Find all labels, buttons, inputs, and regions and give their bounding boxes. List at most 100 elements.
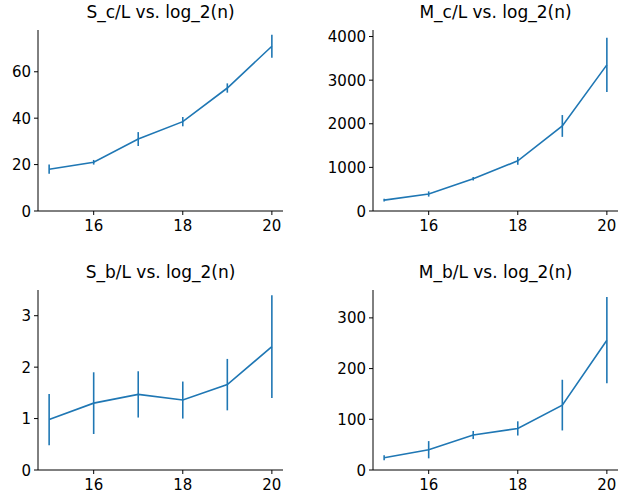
chart-title: M_b/L vs. log_2(n) — [419, 262, 573, 283]
y-tick-label: 0 — [356, 203, 366, 221]
y-tick — [34, 71, 38, 72]
error-bar — [428, 441, 430, 458]
y-tick — [34, 164, 38, 165]
y-tick — [34, 367, 38, 368]
figure: S_c/L vs. log_2(n)0204060161820M_c/L vs.… — [0, 0, 640, 490]
y-tick-label: 0 — [356, 462, 366, 480]
y-tick-label: 40 — [12, 110, 31, 128]
error-bar — [472, 431, 474, 439]
y-tick-label: 0 — [21, 462, 31, 480]
y-tick — [369, 317, 373, 318]
error-bar — [383, 199, 385, 202]
x-axis — [373, 211, 618, 212]
y-axis — [38, 290, 39, 470]
chart-title: M_c/L vs. log_2(n) — [419, 2, 571, 23]
y-tick — [34, 211, 38, 212]
plot-area — [384, 38, 607, 202]
x-tick — [271, 211, 272, 215]
y-tick-label: 1000 — [328, 159, 366, 177]
y-axis — [373, 290, 374, 470]
chart: M_c/L vs. log_2(n)0100020003000400016182… — [328, 2, 618, 235]
data-line — [49, 46, 272, 169]
x-tick — [271, 470, 272, 474]
y-tick-label: 20 — [12, 156, 31, 174]
y-tick-label: 60 — [12, 63, 31, 81]
x-tick — [606, 211, 607, 215]
data-line — [384, 65, 607, 200]
x-axis — [38, 211, 283, 212]
error-bar — [271, 35, 273, 58]
error-bar — [182, 382, 184, 419]
x-tick — [428, 211, 429, 215]
error-bar — [271, 295, 273, 398]
data-line — [384, 340, 607, 458]
error-bar — [562, 115, 564, 137]
y-tick-label: 1 — [21, 410, 31, 428]
plot-area — [384, 297, 607, 460]
chart: S_c/L vs. log_2(n)0204060161820 — [12, 2, 283, 235]
chart: S_b/L vs. log_2(n) 0 1 2 3 16 18 20 — [21, 262, 283, 490]
y-tick — [34, 418, 38, 419]
error-bar — [137, 371, 139, 417]
x-tick-label: 18 — [173, 476, 192, 490]
x-tick-label: 18 — [508, 217, 527, 235]
y-tick — [369, 211, 373, 212]
x-tick-label: 20 — [262, 476, 281, 490]
x-axis — [373, 470, 618, 471]
x-tick-label: 20 — [597, 476, 616, 490]
y-tick — [369, 368, 373, 369]
y-tick — [34, 118, 38, 119]
error-bar — [383, 455, 385, 460]
y-tick — [369, 36, 373, 37]
x-tick-label: 20 — [597, 217, 616, 235]
error-bar — [227, 359, 229, 410]
x-tick-label: 16 — [419, 476, 438, 490]
y-tick — [34, 315, 38, 316]
y-tick-label: 200 — [337, 360, 366, 378]
error-bar — [562, 380, 564, 431]
error-bar — [93, 372, 95, 434]
y-tick — [369, 419, 373, 420]
x-tick-label: 16 — [84, 217, 103, 235]
y-tick — [34, 470, 38, 471]
plot-area — [49, 295, 272, 445]
y-tick — [369, 123, 373, 124]
error-bar — [227, 83, 229, 92]
chart-title: S_c/L vs. log_2(n) — [86, 2, 234, 23]
x-tick-label: 16 — [419, 217, 438, 235]
x-tick — [517, 470, 518, 474]
x-axis — [38, 470, 283, 471]
x-tick — [182, 211, 183, 215]
plot-area — [49, 35, 272, 174]
error-bar — [472, 177, 474, 180]
error-bar — [606, 297, 608, 383]
y-tick-label: 3 — [21, 307, 31, 325]
x-tick — [93, 470, 94, 474]
chart-title: S_b/L vs. log_2(n) — [86, 262, 236, 283]
y-tick-label: 300 — [337, 309, 366, 327]
data-line — [49, 347, 272, 420]
y-tick — [369, 470, 373, 471]
error-bar — [48, 165, 50, 174]
y-tick-label: 0 — [21, 203, 31, 221]
x-tick — [93, 211, 94, 215]
error-bar — [182, 117, 184, 126]
error-bar — [137, 132, 139, 146]
y-tick-label: 2 — [21, 359, 31, 377]
x-tick-label: 16 — [84, 476, 103, 490]
error-bar — [428, 191, 430, 196]
chart: M_b/L vs. log_2(n)0100200300161820 — [337, 262, 618, 490]
x-tick — [182, 470, 183, 474]
y-tick-label: 3000 — [328, 72, 366, 90]
error-bar — [517, 421, 519, 435]
x-tick — [428, 470, 429, 474]
error-bar — [48, 394, 50, 445]
y-tick-label: 4000 — [328, 28, 366, 46]
x-tick — [517, 211, 518, 215]
x-tick — [606, 470, 607, 474]
y-tick-label: 100 — [337, 411, 366, 429]
error-bar — [606, 38, 608, 92]
y-tick — [369, 80, 373, 81]
x-tick-label: 18 — [173, 217, 192, 235]
error-bar — [93, 160, 95, 165]
